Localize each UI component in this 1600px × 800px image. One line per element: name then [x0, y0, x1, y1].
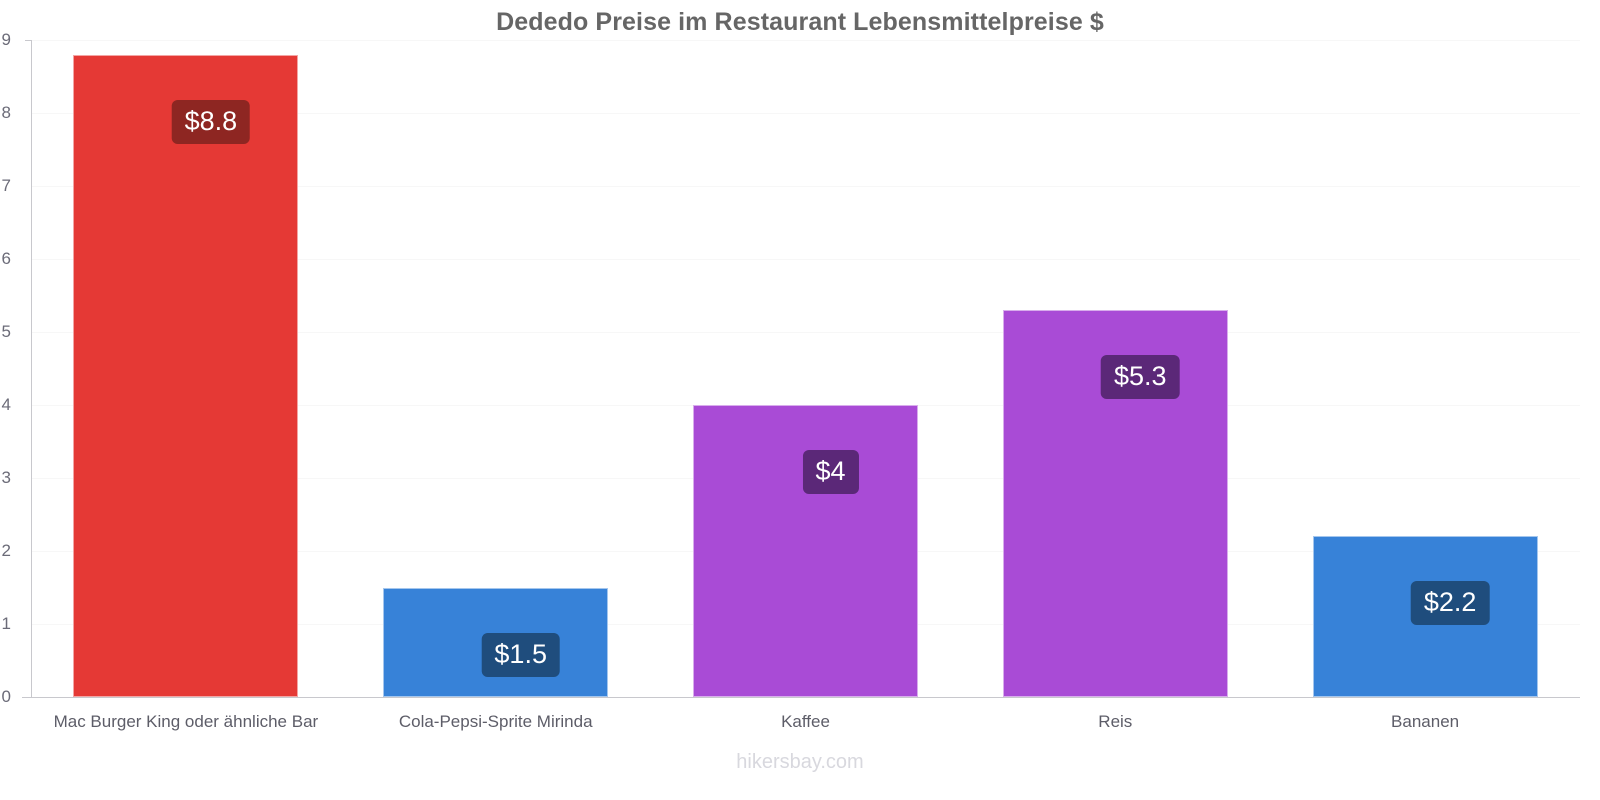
plot-area: $8.8 $1.5 $4 $5.3 $2.2	[31, 40, 1580, 697]
y-axis-tick-mark	[25, 697, 31, 698]
gridline	[31, 332, 1580, 333]
x-axis-tick-label: Reis	[1098, 712, 1133, 731]
y-axis-tick-label: 6	[1, 249, 11, 268]
y-axis-tick-label: 0	[1, 687, 11, 706]
x-axis-tick-label: Cola-Pepsi-Sprite Mirinda	[398, 712, 593, 731]
bar[interactable]	[693, 405, 918, 697]
x-axis-tick-label: Bananen	[1391, 712, 1460, 731]
gridline	[31, 113, 1580, 114]
y-axis-tick-label: 9	[1, 30, 11, 49]
y-axis-tick-label: 4	[1, 395, 11, 414]
x-axis-tick-label: Mac Burger King oder ähnliche Bar	[53, 712, 319, 731]
bar[interactable]	[73, 54, 299, 697]
page-title: Dededo Preise im Restaurant Lebensmittel…	[496, 8, 1104, 36]
y-axis-tick-label: 2	[1, 541, 11, 560]
bar-value-badge: $5.3	[1101, 355, 1180, 400]
y-axis-line	[31, 40, 32, 697]
y-axis-tick-label: 8	[1, 103, 11, 122]
gridline	[31, 40, 1580, 41]
bar-value-badge: $2.2	[1410, 581, 1490, 626]
gridline	[31, 259, 1580, 260]
y-axis-tick-mark	[25, 40, 31, 41]
x-axis-line	[22, 697, 1580, 698]
y-axis-tick-label: 3	[1, 468, 11, 487]
y-axis-tick-label: 7	[1, 176, 11, 195]
y-axis-tick-label: 5	[1, 322, 11, 341]
x-axis-tick-label: Kaffee	[781, 712, 830, 731]
bar-value-badge: $8.8	[171, 99, 251, 144]
bar-value-badge: $4	[802, 450, 859, 494]
bar-value-badge: $1.5	[481, 632, 560, 677]
footer-credit: hikersbay.com	[736, 751, 864, 773]
y-axis-tick-label: 1	[1, 614, 11, 633]
gridline	[31, 186, 1580, 187]
